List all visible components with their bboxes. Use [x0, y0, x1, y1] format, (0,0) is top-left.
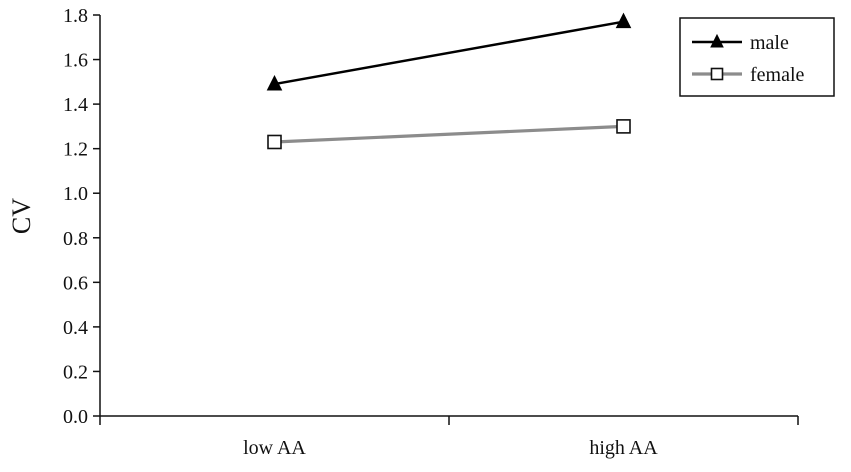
legend-label-female: female	[750, 64, 805, 86]
legend-marker-female	[710, 67, 724, 81]
y-tick-label: 0.2	[63, 361, 88, 383]
data-point-female	[616, 119, 631, 134]
y-tick-label: 1.6	[63, 50, 88, 72]
legend: male female	[679, 17, 835, 97]
x-ticks: low AA high AA	[99, 416, 799, 459]
y-tick-label: 0.4	[63, 317, 88, 339]
x-tick-label: low AA	[243, 437, 306, 459]
y-tick-label: 1.2	[63, 139, 88, 161]
series-line-female	[274, 124, 624, 144]
legend-marker-male	[710, 33, 724, 48]
y-tick-label: 0.0	[63, 406, 88, 428]
legend-box	[679, 17, 835, 97]
y-tick-label: 0.8	[63, 228, 88, 250]
y-tick-label: 1.4	[63, 94, 88, 116]
legend-items: male female	[692, 32, 805, 86]
y-tick-label: 1.8	[63, 5, 88, 27]
data-point-male	[266, 74, 283, 91]
y-tick-label: 0.6	[63, 272, 88, 294]
y-axis-title: CV	[7, 198, 36, 234]
series-line-male	[274, 20, 624, 86]
axes: 0.0 0.2 0.4 0.6 0.8 1.0 1.2 1.4 1.6 1.8 low AA hig…	[63, 5, 799, 459]
series-layer	[266, 12, 632, 150]
data-point-female	[267, 134, 282, 150]
data-point-male	[615, 12, 632, 29]
legend-label-male: male	[750, 32, 789, 54]
y-ticks: 0.0 0.2 0.4 0.6 0.8 1.0 1.2 1.4 1.6 1.8	[63, 5, 100, 428]
x-tick-label: high AA	[589, 437, 658, 459]
y-tick-label: 1.0	[63, 183, 88, 205]
